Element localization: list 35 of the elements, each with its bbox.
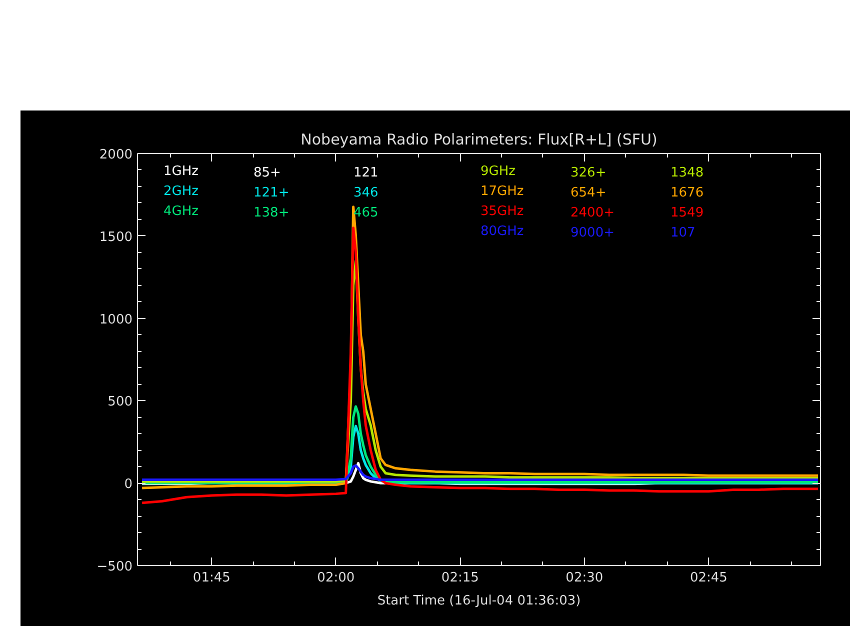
annotation: 1549 [670,206,704,220]
text: 35GHz [480,204,524,219]
annotation: 1676 [670,186,704,200]
x-tick-label: 02:30 [566,570,604,586]
text: 9GHz [480,164,516,179]
text: 1GHz [164,164,199,179]
annotation: 85+ [254,166,281,180]
annotation: 1348 [670,166,704,180]
annotation: 121+ [254,186,290,200]
annotation: 2400+ [570,206,614,220]
x-axis-title: Start Time (16-Jul-04 01:36:03) [377,594,581,608]
y-tick-label: 2000 [99,148,133,162]
text: 17GHz [480,184,524,199]
text: 2GHz [164,184,199,199]
annotation: 326+ [570,166,606,180]
y-tick-label: −500 [96,560,133,574]
annotation: 138+ [254,206,290,220]
annotation: 121 [354,166,378,180]
y-tick-label: 0 [124,477,133,492]
annotation: 107 [670,226,696,240]
text: 4GHz [164,204,199,219]
annotation: 346 [354,186,378,200]
x-tick-label: 02:00 [317,570,355,586]
annotation: 654+ [570,186,606,200]
x-tick-label: 01:45 [192,570,230,586]
annotation: 9000+ [570,226,614,240]
text: 80GHz [480,224,524,239]
line-series [140,464,820,482]
chart-title: Nobeyama Radio Polarimeters: Flux[R+L] (SFU) [300,130,658,148]
x-tick-label: 02:15 [441,570,479,586]
y-tick-label: 1000 [99,312,133,328]
line-series [140,405,820,484]
x-tick-label: 02:45 [690,570,728,586]
y-tick-label: 500 [108,394,133,410]
y-tick-label: 1500 [99,230,133,245]
